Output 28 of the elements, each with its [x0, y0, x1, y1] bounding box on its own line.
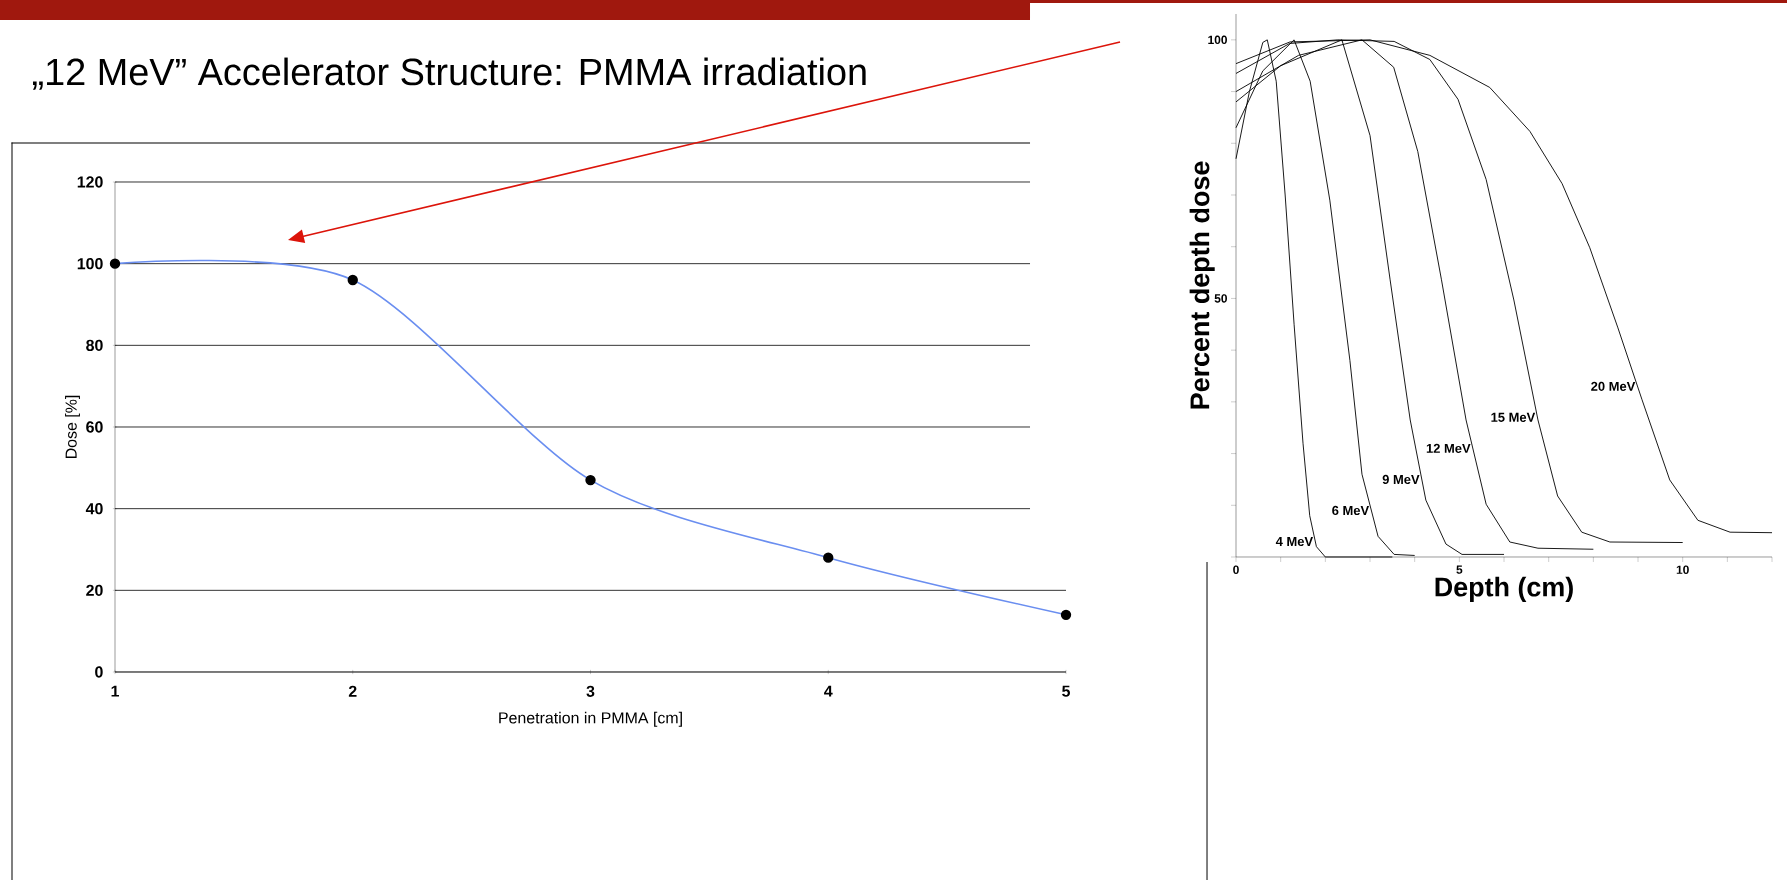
series-label: 6 MeV [1332, 505, 1370, 516]
y-tick-label: 40 [85, 503, 103, 515]
x-axis-title: Depth (cm) [1435, 576, 1573, 602]
x-tick-label: 5 [1062, 685, 1070, 697]
y-tick-label: 100 [77, 258, 103, 270]
series-label: 12 MeV [1426, 443, 1471, 453]
chart-title: „12 MeV” Accelerator Structure: PMMA irradiation [32, 57, 866, 90]
x-tick-label: 0 [1233, 565, 1239, 574]
y-tick-label: 120 [77, 176, 103, 188]
x-tick-label: 3 [586, 685, 595, 697]
x-tick-label: 5 [1456, 565, 1463, 574]
y-tick-label: 100 [1208, 35, 1227, 45]
y-tick-label: 50 [1214, 294, 1227, 303]
series-label: 15 MeV [1491, 412, 1536, 422]
y-tick-label: 20 [86, 584, 103, 596]
series-label: 9 MeV [1382, 474, 1420, 485]
y-tick-label: 0 [95, 666, 103, 678]
y-axis-title: Percent depth dose [1189, 161, 1215, 409]
x-tick-label: 2 [348, 685, 357, 697]
series-label: 20 MeV [1591, 381, 1636, 391]
y-axis-title: Dose [%] [65, 395, 80, 459]
series-label: 4 MeV [1275, 536, 1313, 546]
x-tick-label: 10 [1676, 565, 1689, 574]
x-tick-label: 1 [111, 685, 119, 697]
y-tick-label: 60 [86, 421, 103, 433]
y-tick-label: 80 [86, 339, 103, 351]
x-tick-label: 4 [824, 685, 833, 697]
x-axis-title: Penetration in PMMA [cm] [499, 711, 682, 727]
